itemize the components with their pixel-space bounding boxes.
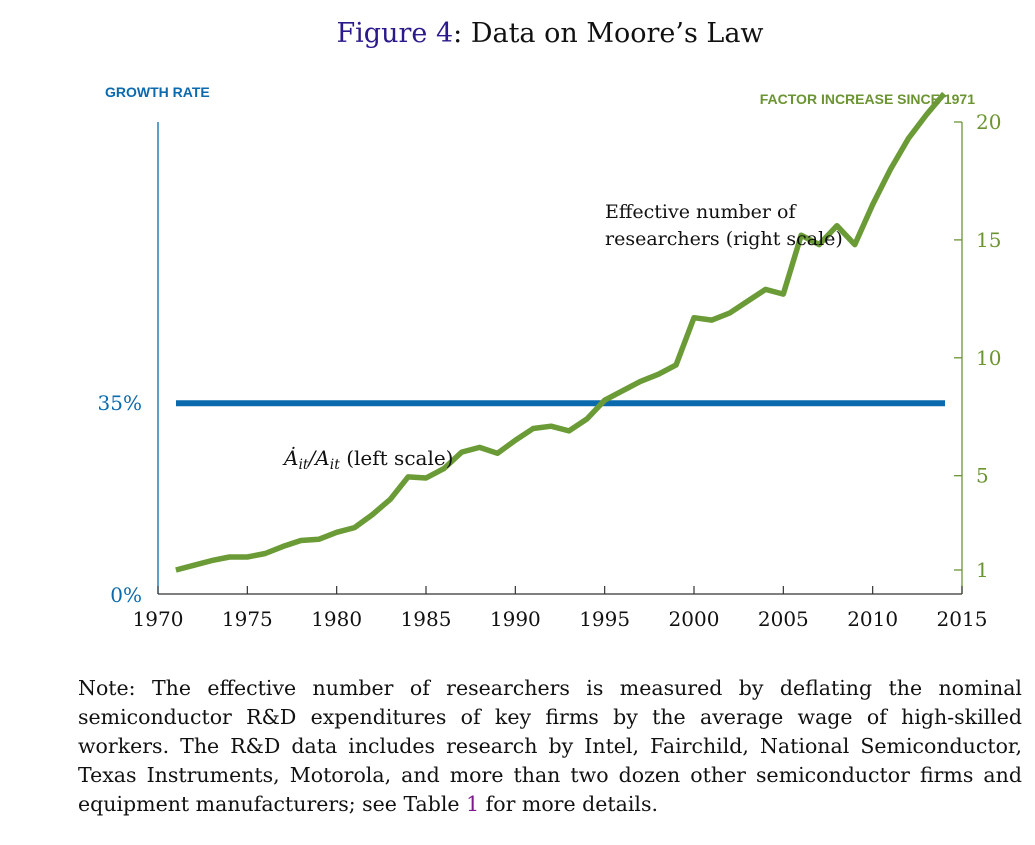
growth-rate-label-part: (left scale) xyxy=(340,446,454,470)
x-tick-label: 1985 xyxy=(401,607,452,631)
growth-rate-label-part: /A xyxy=(307,446,330,470)
table-1-link[interactable]: 1 xyxy=(466,792,480,816)
x-tick-label: 2000 xyxy=(669,607,720,631)
figure-caption: : Data on Moore’s Law xyxy=(453,18,764,49)
chart-axes xyxy=(157,121,963,595)
x-tick-label: 1970 xyxy=(133,607,184,631)
figure-note: Note: The effective number of researcher… xyxy=(78,674,1022,819)
right-tick-label: 1 xyxy=(976,558,989,582)
chart: GROWTH RATE FACTOR INCREASE SINCE 1971 0% 3… xyxy=(98,84,1002,631)
right-tick-label: 5 xyxy=(976,464,989,488)
note-text-after: for more details. xyxy=(479,792,658,816)
left-axis-title: GROWTH RATE xyxy=(105,84,210,100)
x-tick-label: 1980 xyxy=(311,607,362,631)
growth-rate-series-label: Ȧit/Ait (left scale) xyxy=(282,446,453,473)
x-tick-label: 1995 xyxy=(579,607,630,631)
x-tick-label: 1990 xyxy=(490,607,541,631)
x-tick-label: 1975 xyxy=(222,607,273,631)
growth-rate-label-part: it xyxy=(330,457,340,473)
growth-rate-label-part: it xyxy=(298,457,308,473)
figure-title: Figure 4: Data on Moore’s Law xyxy=(0,18,1035,49)
right-tick-label: 15 xyxy=(976,228,1001,252)
researchers-series-label: Effective number of xyxy=(605,201,797,223)
right-axis-title: FACTOR INCREASE SINCE 1971 xyxy=(760,91,975,107)
x-tick-label: 2015 xyxy=(937,607,988,631)
right-tick-label: 10 xyxy=(976,346,1001,370)
x-tick-label: 2005 xyxy=(758,607,809,631)
chart-series xyxy=(175,91,947,573)
left-tick-label: 0% xyxy=(110,583,142,607)
figure-label: Figure 4 xyxy=(336,18,454,49)
chart-labels: GROWTH RATE FACTOR INCREASE SINCE 1971 0% 3… xyxy=(98,84,1002,631)
researchers-series-label: researchers (right scale) xyxy=(605,228,843,250)
left-tick-label: 35% xyxy=(98,391,142,415)
effective_researchers-line xyxy=(175,91,947,573)
note-text-before: Note: The effective number of researcher… xyxy=(78,676,1022,816)
right-tick-label: 20 xyxy=(976,110,1001,134)
x-tick-label: 2010 xyxy=(847,607,898,631)
growth-rate-label-part: Ȧ xyxy=(282,446,298,470)
